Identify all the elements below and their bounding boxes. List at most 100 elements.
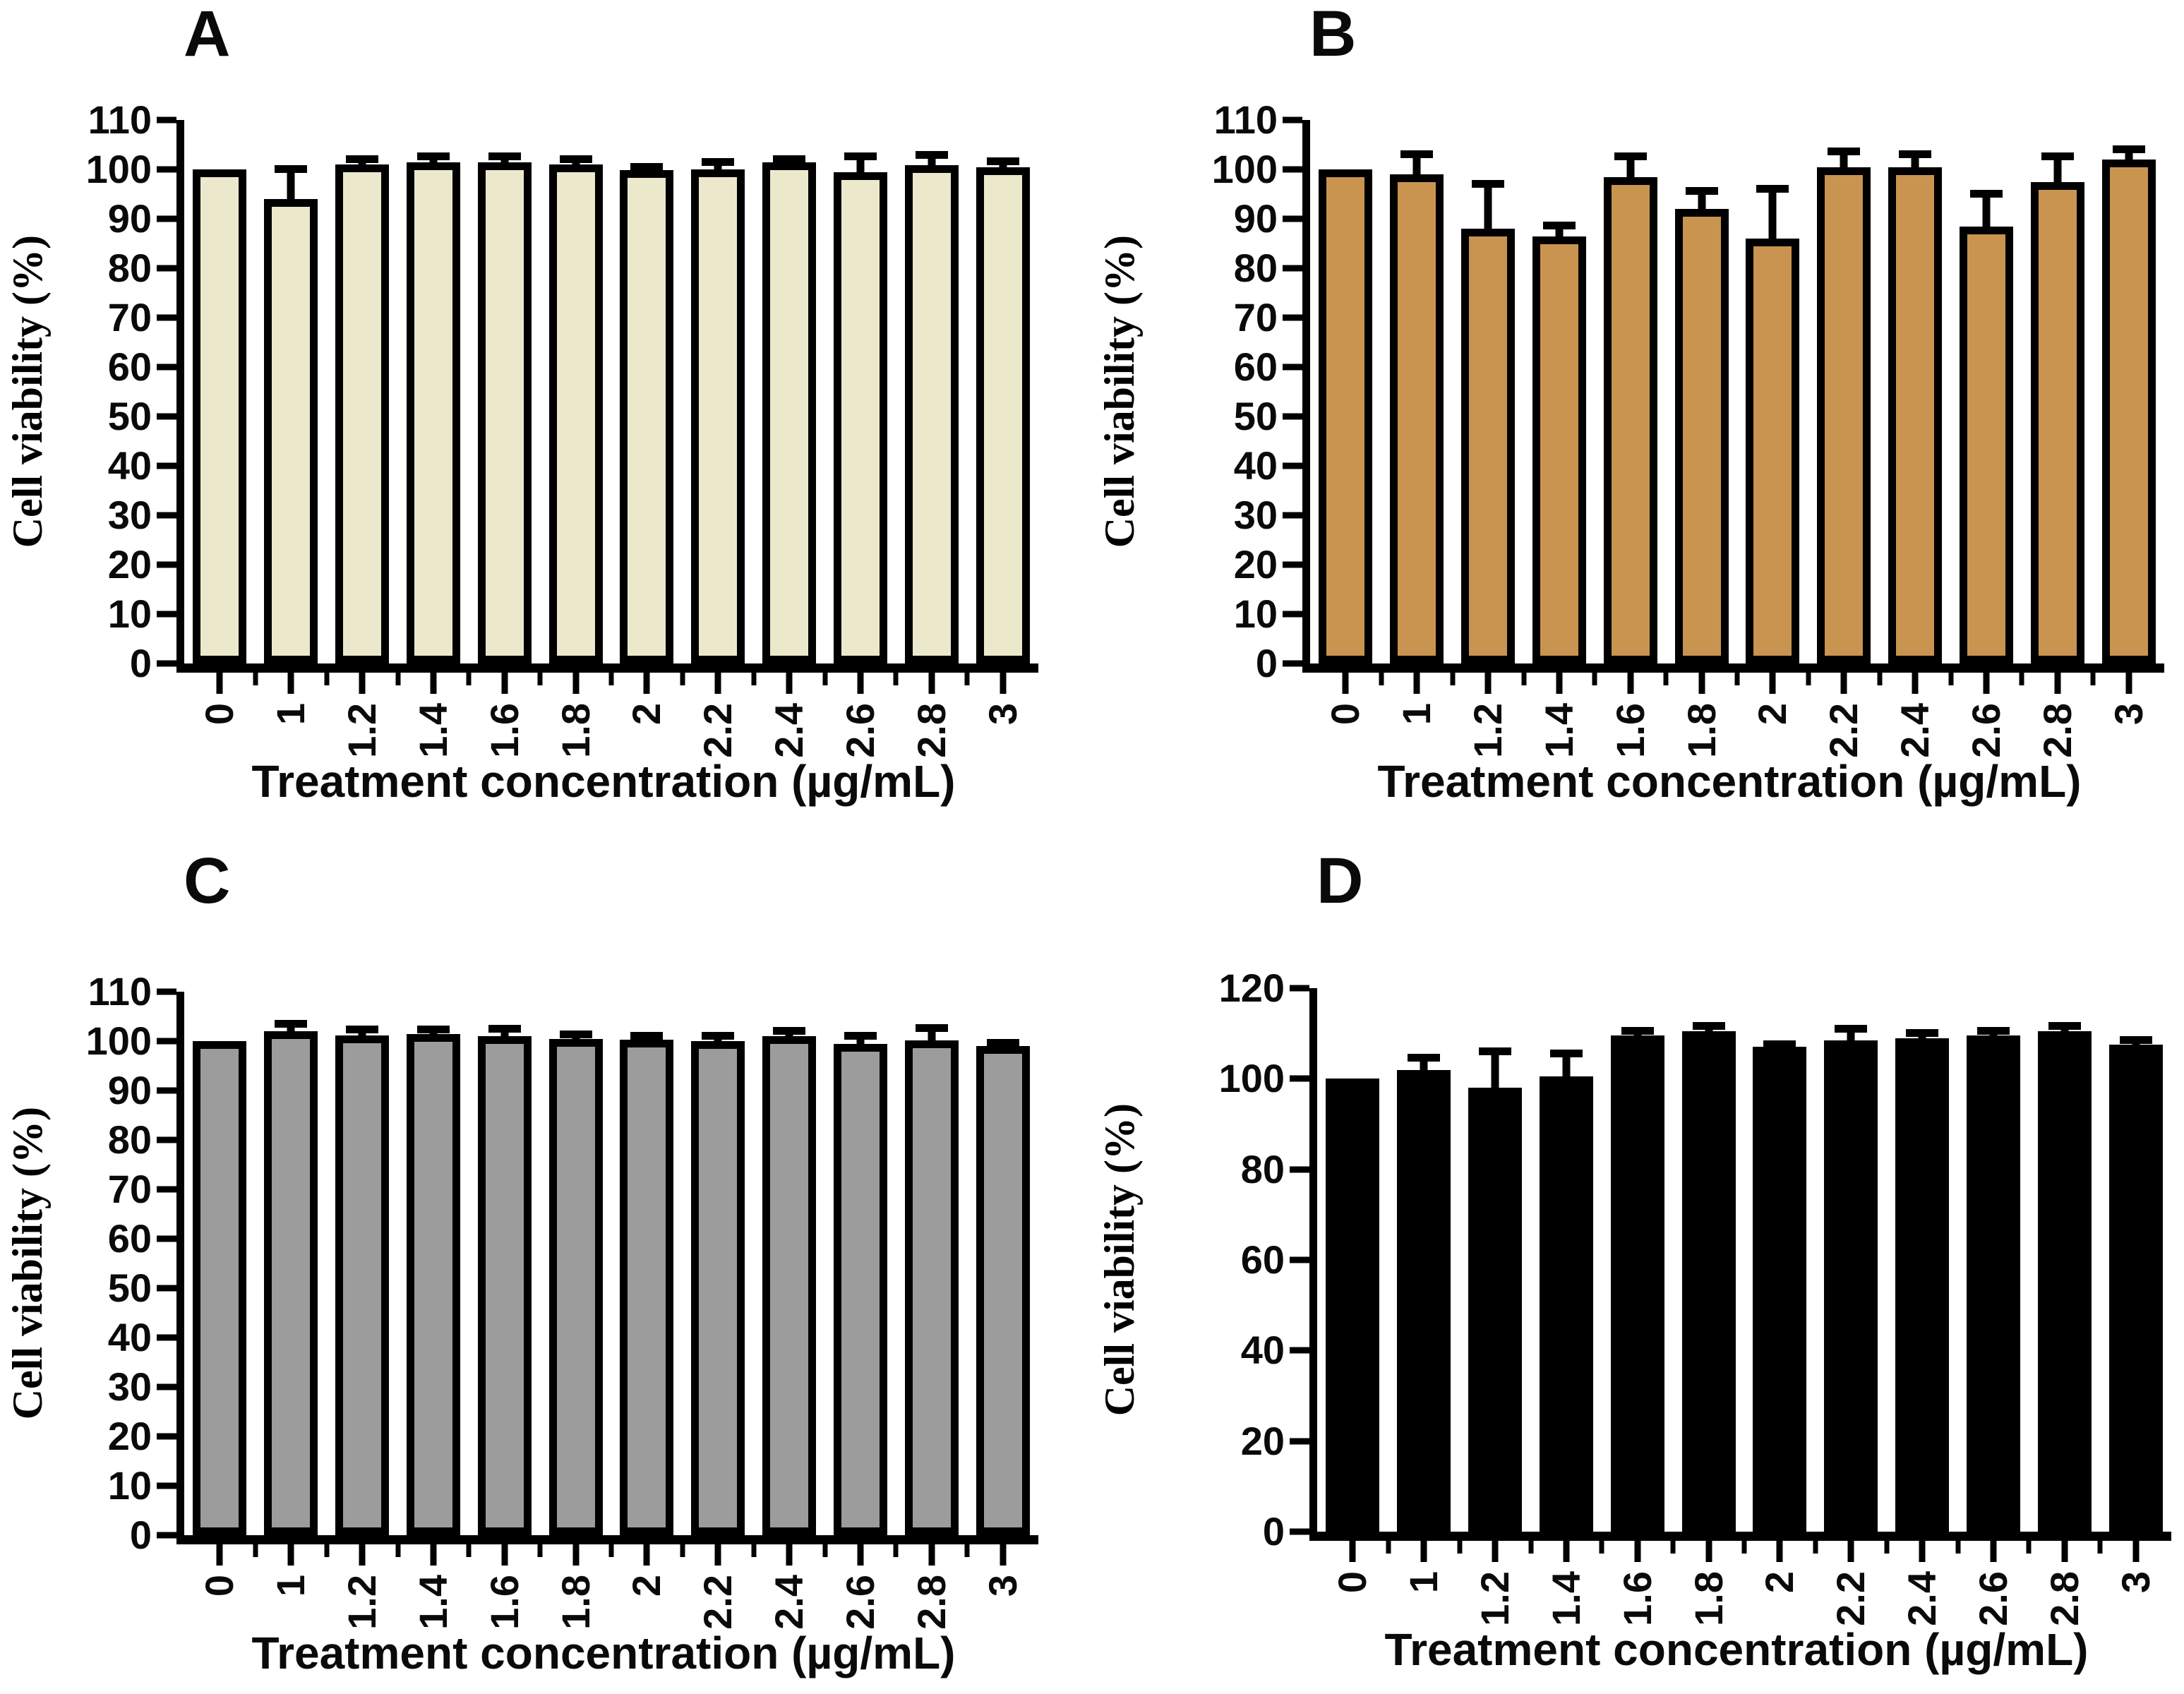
x-axis-tick xyxy=(1000,673,1007,694)
x-axis-tick xyxy=(1705,1541,1712,1562)
y-axis-tick xyxy=(1283,413,1302,420)
x-label-cell: 1.4 xyxy=(397,1575,469,1630)
bar xyxy=(620,170,674,663)
error-bar-cap xyxy=(1479,1047,1512,1055)
x-axis-tick xyxy=(1413,673,1420,694)
y-axis-tick-label: 50 xyxy=(107,394,152,438)
y-axis-tick xyxy=(157,215,176,222)
x-axis-tick xyxy=(1484,673,1492,694)
y-axis-tick xyxy=(1283,512,1302,519)
panel-c: C Cell viability (%) 0 10 20 30 40 50 60 70 80 90… xyxy=(0,847,1092,1694)
y-axis-tick xyxy=(157,1433,176,1440)
bar-slot xyxy=(1530,988,1602,1532)
x-label-cell: 1.8 xyxy=(1673,1571,1744,1626)
bar-slot xyxy=(469,120,540,663)
error-bar-cap xyxy=(346,1026,379,1034)
bar-slot xyxy=(2100,988,2171,1532)
x-axis-minor-tick xyxy=(964,673,970,685)
x-axis-tick-label: 0 xyxy=(197,703,242,726)
y-axis-tick xyxy=(1290,985,1309,992)
x-axis-tick xyxy=(928,1544,935,1566)
error-bar-cap xyxy=(844,152,877,160)
bar xyxy=(833,172,887,663)
x-axis-tick-label: 2.8 xyxy=(908,703,954,758)
y-axis-tick-label: 30 xyxy=(1233,493,1278,537)
bar-slot xyxy=(1666,120,1737,663)
x-axis-minor-tick xyxy=(324,673,330,685)
y-axis-tick-label: 30 xyxy=(107,1364,152,1409)
x-axis-minor-tick xyxy=(395,673,400,685)
bar-slot xyxy=(2029,988,2100,1532)
x-axis-tick xyxy=(359,1544,366,1566)
x-axis-tick xyxy=(1342,673,1349,694)
x-axis-tick xyxy=(1627,673,1634,694)
error-bar-cap xyxy=(1828,148,1861,155)
error-bar-line xyxy=(1982,191,1991,241)
error-bar-cap xyxy=(2041,152,2074,160)
y-axis-tick-label: 90 xyxy=(1233,196,1278,241)
error-bar-cap xyxy=(2112,145,2145,153)
x-axis-tick xyxy=(1990,1541,1997,1562)
bar-slot xyxy=(1744,988,1816,1532)
y-axis-tick-label: 100 xyxy=(1211,147,1278,191)
bars-row xyxy=(1310,120,2164,663)
y-axis-tick xyxy=(1283,462,1302,469)
bar xyxy=(2030,181,2084,663)
y-axis-tick xyxy=(1290,1166,1309,1173)
x-label-cell: 3 xyxy=(2100,1571,2171,1593)
bars-row xyxy=(184,992,1038,1535)
bar xyxy=(1468,1088,1523,1532)
y-axis-tick xyxy=(157,660,176,667)
bar-slot xyxy=(1808,120,1880,663)
y-axis-tick-label: 60 xyxy=(1240,1237,1285,1282)
y-axis-tick-label: 80 xyxy=(1233,246,1278,290)
y-axis-tick-label: 110 xyxy=(1213,97,1278,142)
y-axis-tick-label: 50 xyxy=(107,1266,152,1310)
y-axis-tick-label: 70 xyxy=(107,295,152,340)
y-axis-title: Cell viability (%) xyxy=(4,235,51,548)
y-axis-tick-label: 20 xyxy=(107,1414,152,1458)
x-label-cell: 2.8 xyxy=(2029,1571,2100,1626)
x-axis-tick-label: 1.6 xyxy=(481,1575,527,1630)
bar-slot xyxy=(397,120,469,663)
error-bar-line xyxy=(1562,1051,1571,1091)
error-bar-cap xyxy=(1763,1040,1796,1048)
x-axis-tick-label: 2.6 xyxy=(837,703,882,758)
error-bar-cap xyxy=(1976,1026,2010,1035)
x-label-cell: 0 xyxy=(184,703,256,725)
x-axis-tick xyxy=(1776,1541,1783,1562)
x-axis-tick-label: 2.4 xyxy=(767,1575,812,1630)
y-axis-tick xyxy=(1283,364,1302,371)
x-axis-minor-tick xyxy=(466,673,472,685)
x-axis-tick-label: 1.4 xyxy=(1536,703,1581,758)
error-bar-cap xyxy=(986,157,1019,165)
x-axis-minor-tick xyxy=(680,673,685,685)
bar xyxy=(691,1041,745,1535)
y-axis-tick xyxy=(157,988,176,995)
error-bar-cap xyxy=(773,1026,806,1035)
y-axis-tick-label: 90 xyxy=(107,196,152,241)
error-bar-line xyxy=(1626,155,1635,191)
x-label-cell: 1.2 xyxy=(327,703,398,758)
bar-slot xyxy=(256,992,327,1535)
y-axis-tick-label: 100 xyxy=(85,1019,152,1063)
bar-slot xyxy=(397,992,469,1535)
y-axis-tick-label: 80 xyxy=(107,246,152,290)
x-label-cell: 2.4 xyxy=(1880,703,1951,758)
x-axis-minor-tick xyxy=(1813,1541,1818,1554)
x-axis-ticks xyxy=(1317,1541,2171,1569)
y-axis-tick-label: 30 xyxy=(107,493,152,537)
bar xyxy=(264,1031,318,1535)
bar-slot xyxy=(1950,120,2022,663)
x-label-cell: 1.6 xyxy=(1602,1571,1673,1626)
y-axis-tick-label: 20 xyxy=(1233,542,1278,587)
y-axis-tick-label: 20 xyxy=(1240,1418,1285,1463)
x-axis-minor-tick xyxy=(1521,673,1526,685)
x-axis-minor-tick xyxy=(751,1544,757,1557)
bar-slot xyxy=(754,120,825,663)
y-axis-tick-label: 20 xyxy=(107,542,152,587)
bar-slot xyxy=(1887,988,1958,1532)
bar xyxy=(976,1046,1030,1535)
bar xyxy=(1966,1035,2020,1532)
x-axis-tick-label: 2.8 xyxy=(2041,1571,2087,1626)
